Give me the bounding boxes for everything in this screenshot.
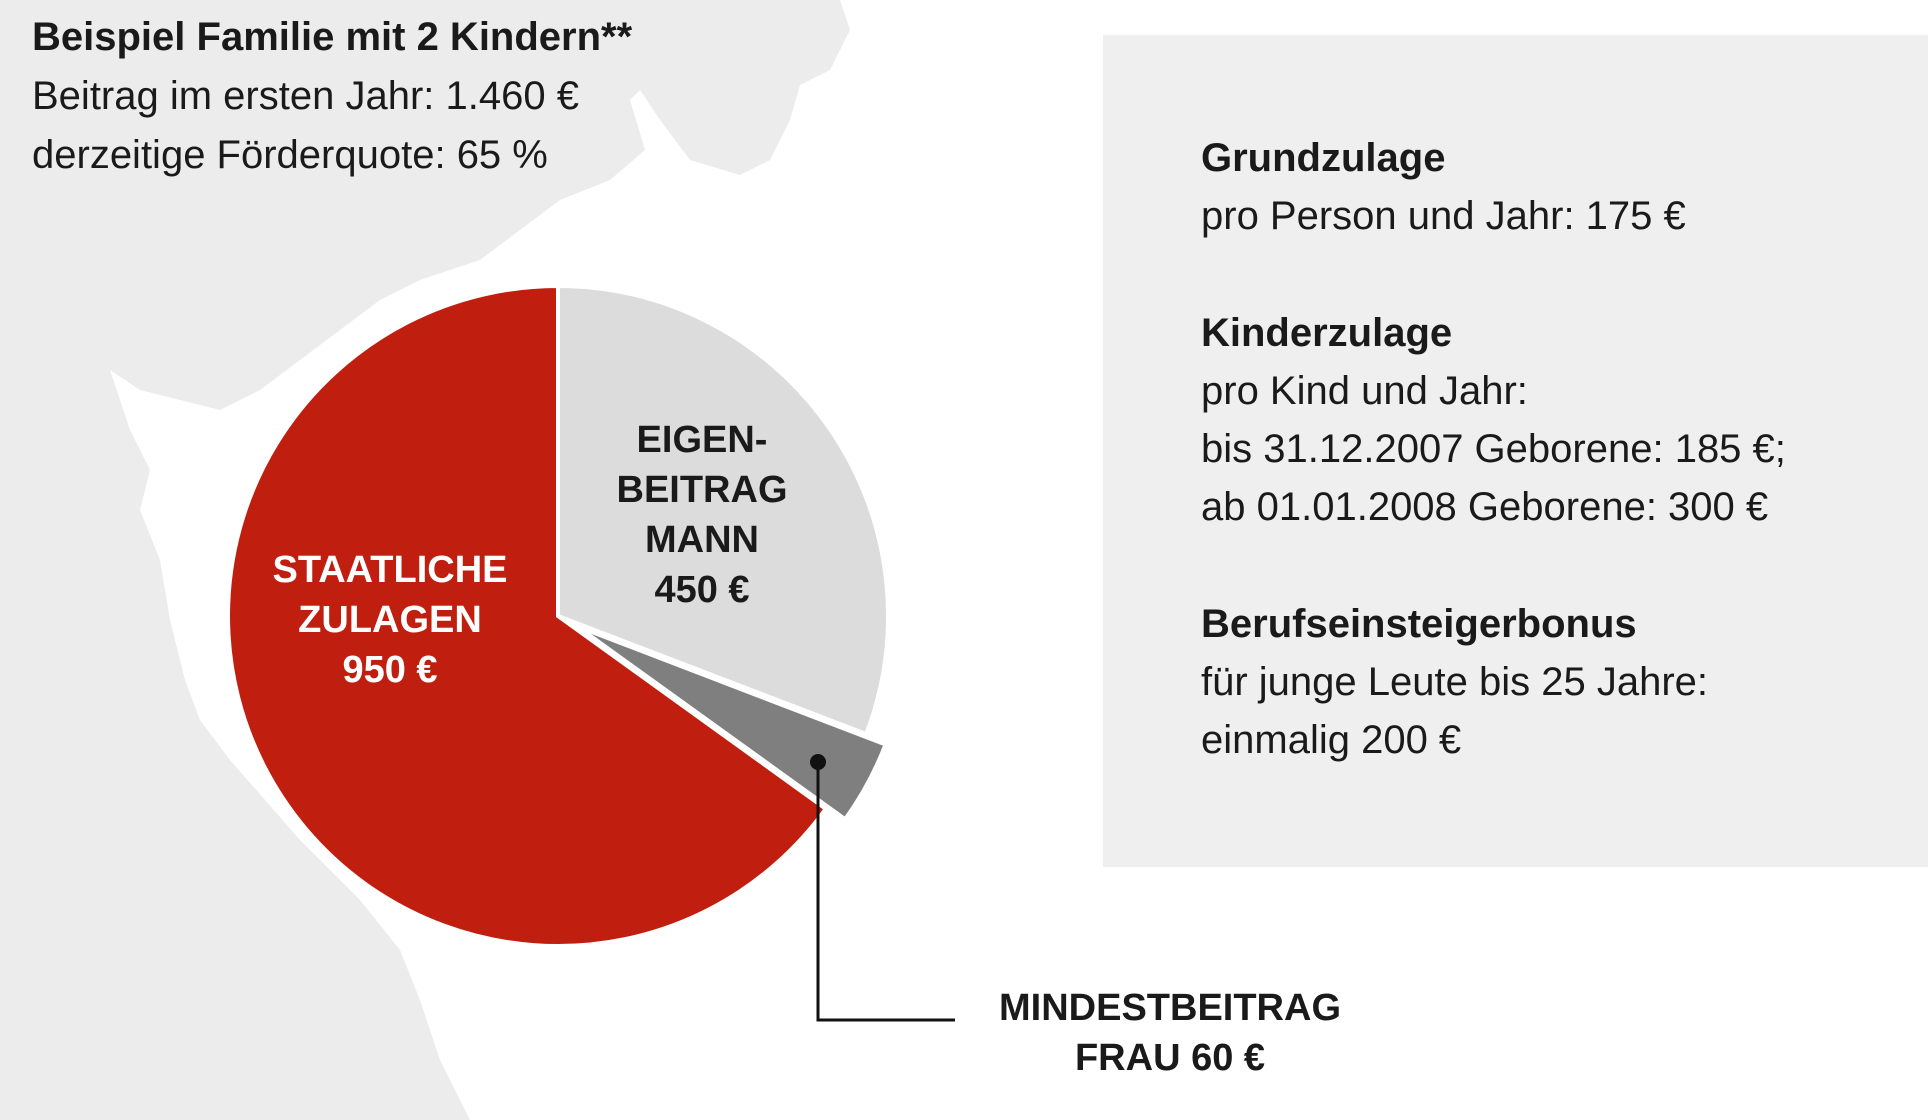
slice-label-line: BEITRAG <box>617 469 788 511</box>
germany-map-shape <box>0 0 850 1120</box>
funding-rate-text: derzeitige Förderquote: 65 % <box>32 133 548 177</box>
callout-dot <box>810 754 826 770</box>
kinderzulage-section: Kinderzulage pro Kind und Jahr: bis 31.1… <box>1201 304 1786 536</box>
slice-label-line: ZULAGEN <box>298 599 482 641</box>
callout-leader-line <box>816 762 955 1022</box>
slice-label-line: MINDESTBEITRAG <box>999 987 1341 1029</box>
slice-label-staatliche-zulagen: STAATLICHE ZULAGEN 950 € <box>272 549 507 691</box>
bonus-line: für junge Leute bis 25 Jahre: <box>1201 660 1709 704</box>
pie-slice-mindestbeitrag-frau <box>576 624 889 823</box>
slice-label-mindestbeitrag-frau: MINDESTBEITRAG FRAU 60 € <box>999 987 1341 1079</box>
bonus-section: Berufseinsteigerbonus für junge Leute bi… <box>1201 595 1708 769</box>
contribution-text: Beitrag im ersten Jahr: 1.460 € <box>32 74 579 118</box>
grundzulage-line: pro Person und Jahr: 175 € <box>1201 194 1686 238</box>
kinderzulage-heading: Kinderzulage <box>1201 311 1453 355</box>
grundzulage-section: Grundzulage pro Person und Jahr: 175 € <box>1201 129 1686 245</box>
slice-label-eigenbeitrag-mann: EIGEN- BEITRAG MANN 450 € <box>617 419 788 611</box>
chart-header: Beispiel Familie mit 2 Kindern** Beitrag… <box>32 8 632 185</box>
slice-label-line: 950 € <box>342 649 437 691</box>
slice-label-line: MANN <box>645 519 759 561</box>
slice-label-line: STAATLICHE <box>272 549 507 591</box>
grundzulage-heading: Grundzulage <box>1201 136 1446 180</box>
pie-slice-eigenbeitrag-mann <box>556 283 890 737</box>
chart-title: Beispiel Familie mit 2 Kindern** <box>32 15 633 59</box>
kinderzulage-line: bis 31.12.2007 Geborene: 185 €; <box>1201 427 1786 471</box>
pie-labels: EIGEN- BEITRAG MANN 450 € MINDESTBEITRAG FRAU… <box>272 419 1341 1079</box>
slice-label-line: 450 € <box>654 569 749 611</box>
bonus-heading: Berufseinsteigerbonus <box>1201 602 1637 646</box>
slice-label-line: FRAU 60 € <box>1075 1037 1265 1079</box>
bonus-line: einmalig 200 € <box>1201 718 1462 762</box>
kinderzulage-line: ab 01.01.2008 Geborene: 300 € <box>1201 485 1769 529</box>
pie-slice-staatliche-zulagen <box>226 283 829 948</box>
kinderzulage-line: pro Kind und Jahr: <box>1201 369 1528 413</box>
info-box: Grundzulage pro Person und Jahr: 175 € K… <box>1103 35 1928 867</box>
pie-slices <box>226 283 890 948</box>
slice-label-line: EIGEN- <box>637 419 768 461</box>
